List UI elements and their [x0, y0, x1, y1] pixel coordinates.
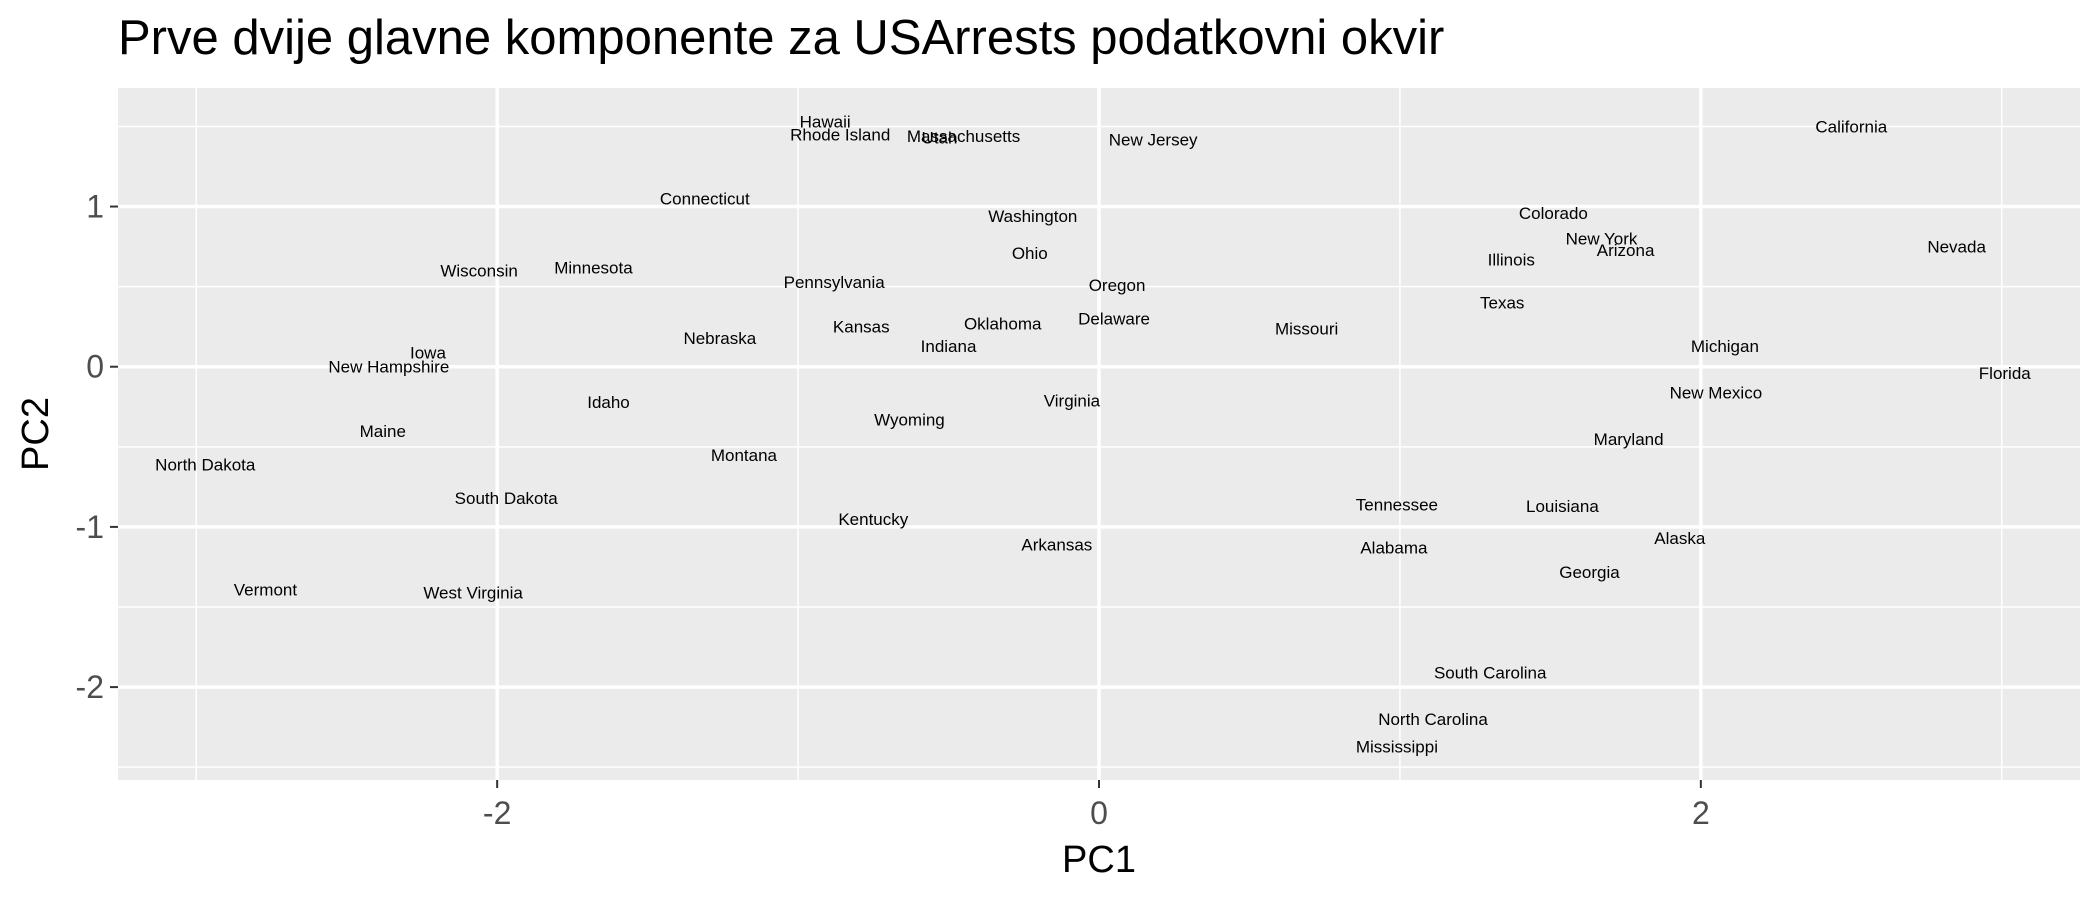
- point-label: Virginia: [1044, 391, 1101, 410]
- point-label: Arizona: [1597, 241, 1655, 260]
- point-label: Massachusetts: [907, 127, 1020, 146]
- point-label: North Carolina: [1378, 710, 1488, 729]
- point-label: Indiana: [921, 337, 977, 356]
- y-tick-label: -2: [76, 669, 104, 705]
- chart-title: Prve dvije glavne komponente za USArrest…: [118, 11, 1445, 65]
- point-label: Alabama: [1360, 539, 1428, 558]
- y-tick-label: -1: [76, 509, 104, 545]
- point-label: South Carolina: [1434, 664, 1547, 683]
- point-label: Louisiana: [1526, 497, 1599, 516]
- point-label: Rhode Island: [790, 125, 890, 144]
- point-label: Minnesota: [554, 258, 633, 277]
- point-label: Vermont: [234, 580, 298, 599]
- point-label: Texas: [1480, 294, 1524, 313]
- y-tick-label: 1: [86, 189, 104, 225]
- point-label: Kentucky: [838, 510, 908, 529]
- point-label: Iowa: [410, 343, 446, 362]
- point-label: Georgia: [1559, 563, 1620, 582]
- point-label: Utah: [922, 129, 958, 148]
- point-label: Alaska: [1654, 529, 1706, 548]
- major-gridlines: [118, 88, 2080, 780]
- point-label: Maryland: [1594, 430, 1664, 449]
- point-label: Washington: [988, 207, 1077, 226]
- x-axis-title: PC1: [1062, 839, 1136, 881]
- point-label: New Mexico: [1670, 383, 1763, 402]
- point-label: Wyoming: [874, 411, 945, 430]
- point-label: North Dakota: [155, 455, 256, 474]
- point-label: California: [1815, 117, 1887, 136]
- point-label: Connecticut: [660, 190, 750, 209]
- point-label: Oregon: [1089, 276, 1146, 295]
- x-tick-label: 0: [1090, 795, 1108, 831]
- x-tick-label: -2: [483, 795, 511, 831]
- point-label: South Dakota: [455, 489, 559, 508]
- point-label: Florida: [1979, 364, 2032, 383]
- point-label: Nevada: [1927, 238, 1986, 257]
- point-label: Montana: [711, 446, 778, 465]
- point-label: Wisconsin: [440, 262, 517, 281]
- x-axis: -2 0 2: [483, 780, 1710, 831]
- point-label: Illinois: [1488, 250, 1535, 269]
- point-label: Michigan: [1691, 337, 1759, 356]
- point-label: Missouri: [1275, 319, 1338, 338]
- point-label: Idaho: [587, 393, 630, 412]
- point-label: Arkansas: [1021, 536, 1092, 555]
- point-label: West Virginia: [423, 584, 523, 603]
- point-label: Colorado: [1519, 204, 1588, 223]
- point-label: Pennsylvania: [784, 273, 886, 292]
- point-label: Delaware: [1078, 310, 1150, 329]
- point-label: Ohio: [1012, 244, 1048, 263]
- point-label: Hawaii: [800, 113, 851, 132]
- point-label: Tennessee: [1356, 495, 1438, 514]
- point-label: Maine: [360, 422, 406, 441]
- y-axis: -2 -1 0 1: [76, 189, 118, 705]
- point-label: Kansas: [833, 318, 890, 337]
- y-tick-label: 0: [86, 349, 104, 385]
- point-label: New York: [1566, 230, 1638, 249]
- point-label: New Jersey: [1109, 130, 1198, 149]
- point-label: New Hampshire: [328, 358, 449, 377]
- point-label: Oklahoma: [964, 314, 1042, 333]
- x-tick-label: 2: [1692, 795, 1710, 831]
- y-axis-title: PC2: [15, 397, 57, 471]
- point-label: Nebraska: [683, 329, 756, 348]
- point-label: Mississippi: [1356, 737, 1438, 756]
